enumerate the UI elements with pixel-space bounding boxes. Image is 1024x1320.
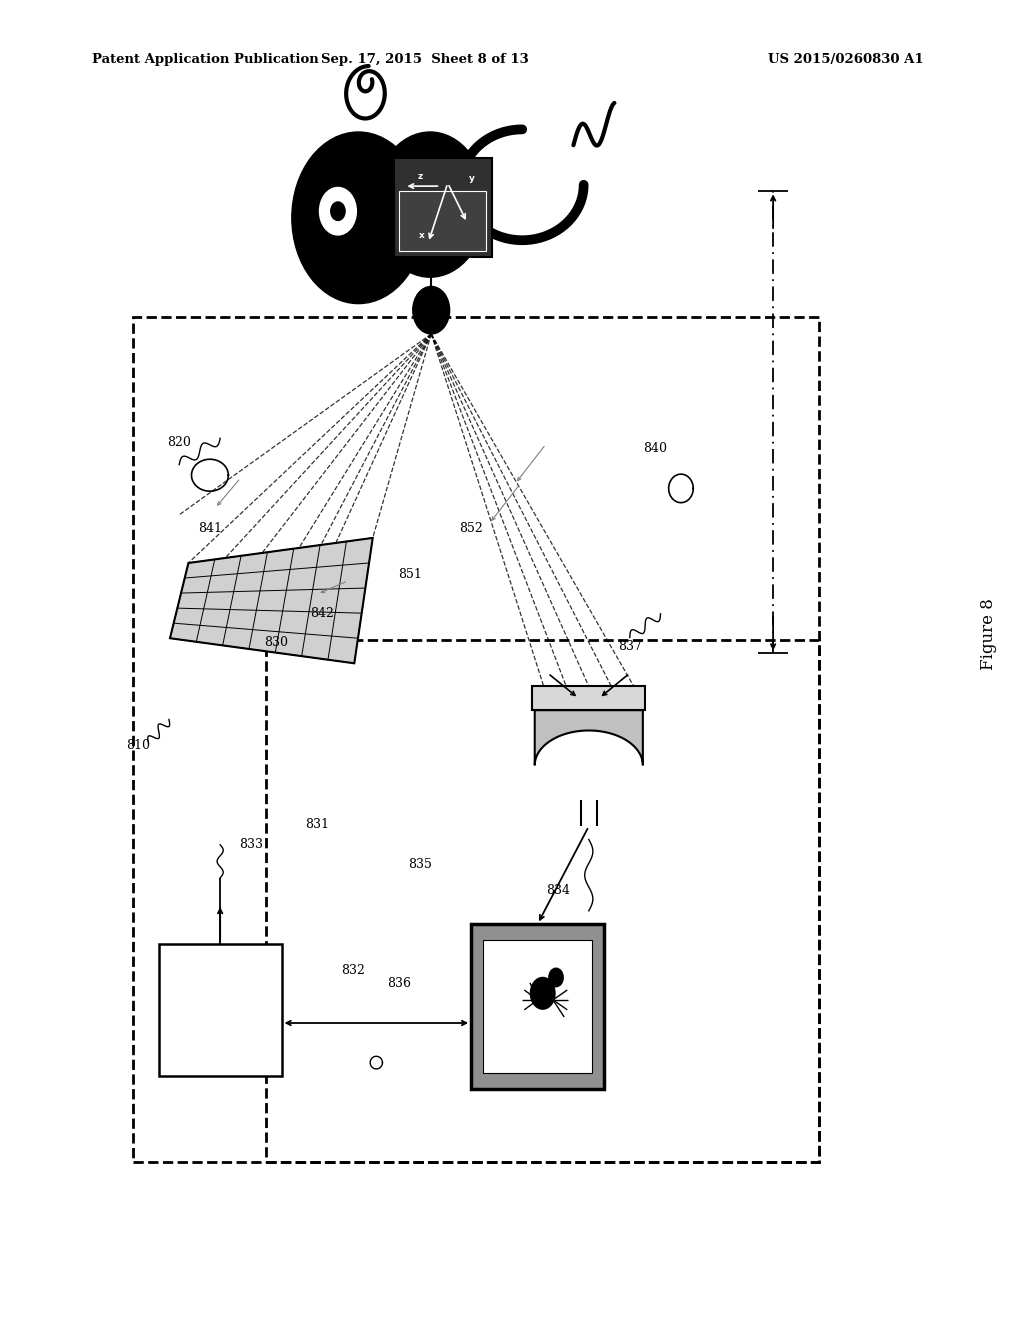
Circle shape [374, 132, 486, 277]
Polygon shape [170, 539, 373, 663]
Text: 833: 833 [239, 838, 263, 851]
Text: Figure 8: Figure 8 [980, 598, 996, 669]
Text: 851: 851 [397, 568, 422, 581]
Text: z: z [417, 172, 423, 181]
Circle shape [292, 132, 425, 304]
Text: 830: 830 [264, 636, 289, 649]
Text: 831: 831 [305, 818, 330, 832]
Text: 832: 832 [341, 964, 366, 977]
Polygon shape [535, 710, 643, 766]
Text: 852: 852 [459, 521, 483, 535]
Bar [483, 940, 592, 1073]
Circle shape [331, 202, 345, 220]
Bar [399, 191, 486, 251]
Circle shape [549, 969, 563, 987]
Text: 840: 840 [643, 442, 668, 455]
Text: x: x [419, 231, 424, 240]
Text: 841: 841 [198, 521, 222, 535]
Text: 836: 836 [387, 977, 412, 990]
Bar [266, 640, 819, 1162]
Bar [471, 924, 604, 1089]
Text: Patent Application Publication: Patent Application Publication [92, 53, 318, 66]
Bar [159, 944, 282, 1076]
Circle shape [319, 187, 356, 235]
Text: 842: 842 [310, 607, 335, 620]
Bar [133, 317, 819, 1162]
Text: 820: 820 [167, 436, 191, 449]
Text: 835: 835 [408, 858, 432, 871]
Text: 837: 837 [617, 640, 642, 653]
Text: 810: 810 [126, 739, 151, 752]
Text: US 2015/0260830 A1: US 2015/0260830 A1 [768, 53, 924, 66]
Circle shape [530, 977, 555, 1008]
Circle shape [413, 286, 450, 334]
Bar [532, 686, 645, 710]
Bar [394, 158, 492, 257]
Text: 834: 834 [546, 884, 570, 898]
Text: y: y [469, 174, 475, 182]
Text: Sep. 17, 2015  Sheet 8 of 13: Sep. 17, 2015 Sheet 8 of 13 [322, 53, 528, 66]
